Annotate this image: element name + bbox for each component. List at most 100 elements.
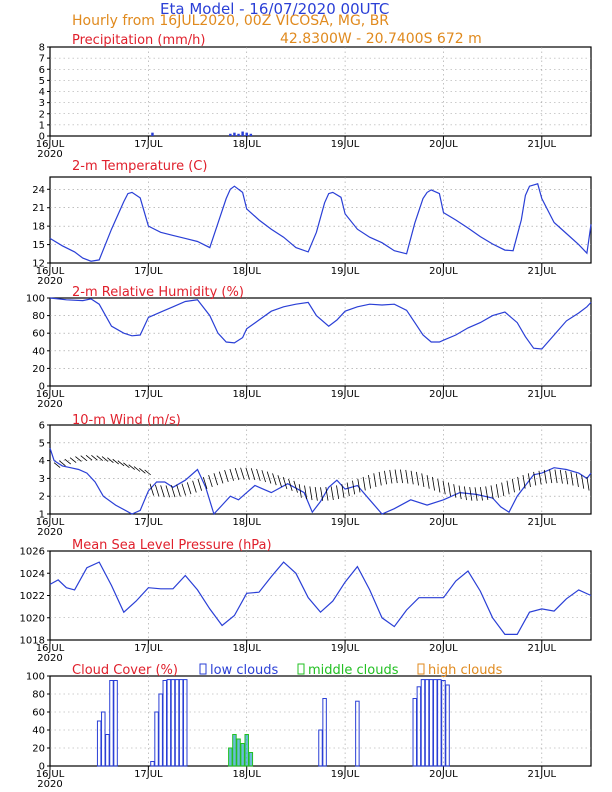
- wind-arrow: [139, 468, 146, 474]
- y-tick-label: 60: [32, 329, 45, 340]
- y-tick-label: 1: [39, 510, 45, 521]
- x-tick-label: 17JUL: [134, 517, 163, 528]
- wind-arrow: [197, 478, 203, 491]
- wind-arrow: [160, 485, 165, 498]
- wind-arrow: [154, 484, 160, 497]
- wind-arrow: [549, 469, 553, 484]
- y-tick-label: 4: [39, 456, 45, 467]
- wind-panel: 1 2 3 4 5 6 16JUL2020 17JUL 18JUL 19JUL 20JUL 21JUL…: [36, 413, 592, 538]
- x-tick-label: 21JUL: [528, 139, 557, 150]
- y-tick-label: 1024: [20, 569, 45, 580]
- wind-arrow: [325, 487, 329, 501]
- cloud-legend: low clouds middle clouds high clouds: [199, 663, 503, 678]
- cloud-bar: [232, 734, 237, 767]
- precip-bar: [241, 131, 244, 136]
- x-tick-label: 21JUL: [528, 389, 557, 400]
- wind-arrow: [53, 462, 61, 468]
- wind-arrow: [570, 471, 574, 486]
- wind-arrow: [336, 485, 340, 500]
- y-tick-label: 80: [32, 690, 45, 701]
- wind-arrow: [186, 482, 192, 495]
- plot-frame: [49, 297, 592, 387]
- wind-arrow: [389, 469, 393, 484]
- cloud-bar: [174, 679, 180, 767]
- precipitation-title: Precipitation (mm/h): [72, 33, 205, 48]
- legend-label: high clouds: [428, 663, 503, 678]
- cloud-bar: [437, 679, 442, 767]
- wind-arrow: [112, 458, 119, 465]
- clouds-panel: 0 20 40 60 80 100 16JUL2020 17JUL 18JUL 19JUL 20JU…: [26, 663, 592, 790]
- wind-arrow: [229, 468, 234, 481]
- cloud-bar: [228, 747, 233, 767]
- run-subtitle: Hourly from 16JUL2020, 00Z VICOSA, MG, B…: [72, 13, 390, 29]
- x-tick-label: 19JUL: [331, 389, 360, 400]
- y-tick-label: 21: [32, 203, 45, 214]
- wind-arrow: [416, 471, 419, 486]
- location-info: 42.8300W - 20.7400S 672 m: [280, 31, 482, 47]
- x-tick-label: 21JUL: [528, 769, 557, 780]
- wind-arrow: [394, 469, 398, 484]
- y-tick-label: 24: [32, 185, 45, 196]
- x-tick-label: 16JUL: [36, 643, 65, 654]
- wind-arrow: [293, 480, 298, 493]
- wind-arrow: [405, 469, 409, 484]
- wind-arrow: [559, 469, 563, 484]
- precip-bar: [237, 133, 240, 136]
- y-tick-label: 1018: [20, 636, 45, 647]
- wind-arrow: [447, 482, 451, 497]
- wind-arrow: [213, 473, 218, 486]
- x-tick-label: 17JUL: [134, 769, 163, 780]
- plot-frame: [49, 675, 592, 767]
- wind-arrow: [453, 484, 457, 498]
- wind-arrow: [431, 476, 435, 491]
- y-tick-label: 6: [39, 421, 45, 432]
- plot-frame: [49, 176, 592, 264]
- x-tick-label: 17JUL: [134, 389, 163, 400]
- x-tick-label: 20JUL: [429, 769, 458, 780]
- wind-arrow: [272, 473, 277, 486]
- cloud-bar: [416, 686, 422, 767]
- x-tick-label: 21JUL: [528, 643, 557, 654]
- cloud-bar: [105, 734, 110, 767]
- cloud-bar: [154, 711, 159, 767]
- cloud-bar: [322, 698, 327, 767]
- cloud-bar: [248, 752, 254, 767]
- cloud-bar: [244, 734, 249, 767]
- wind-arrow: [463, 486, 467, 501]
- model-title: Eta Model - 16/07/2020 00UTC: [160, 0, 390, 18]
- cloud-bar: [113, 680, 118, 767]
- legend-swatch: [297, 663, 305, 675]
- x-tick-year: 2020: [37, 149, 62, 160]
- wind-arrow: [123, 462, 130, 468]
- x-tick-label: 16JUL: [36, 517, 65, 528]
- wind-arrow: [495, 484, 499, 498]
- precip-bar: [249, 133, 253, 136]
- cloud-bar: [428, 679, 434, 767]
- x-tick-label: 18JUL: [232, 643, 261, 654]
- y-tick-label: 0: [39, 382, 45, 393]
- wind-arrow: [543, 469, 547, 484]
- cloud-bar: [236, 738, 241, 767]
- x-tick-label: 20JUL: [429, 517, 458, 528]
- wind-arrow: [362, 476, 366, 491]
- y-tick-label: 40: [32, 726, 45, 737]
- wind-arrow: [378, 471, 382, 486]
- cloud-bar: [150, 761, 155, 767]
- cloud-bar: [183, 679, 188, 767]
- y-tick-label: 4: [39, 87, 45, 98]
- wind-arrow: [485, 486, 489, 501]
- cloud-bar: [101, 711, 106, 767]
- wind-arrow: [469, 487, 473, 501]
- wind-arrow: [117, 460, 125, 467]
- wind-line: [49, 447, 592, 516]
- wind-arrow: [91, 455, 98, 461]
- y-tick-label: 2: [39, 492, 45, 503]
- y-tick-label: 3: [39, 474, 45, 485]
- cloud-bar: [424, 679, 430, 767]
- x-tick-year: 2020: [37, 399, 62, 410]
- wind-arrow: [266, 471, 272, 484]
- y-tick-label: 15: [32, 240, 45, 251]
- precip-bar: [151, 132, 154, 136]
- wind-arrow: [314, 487, 318, 501]
- wind-title: 10-m Wind (m/s): [72, 413, 181, 428]
